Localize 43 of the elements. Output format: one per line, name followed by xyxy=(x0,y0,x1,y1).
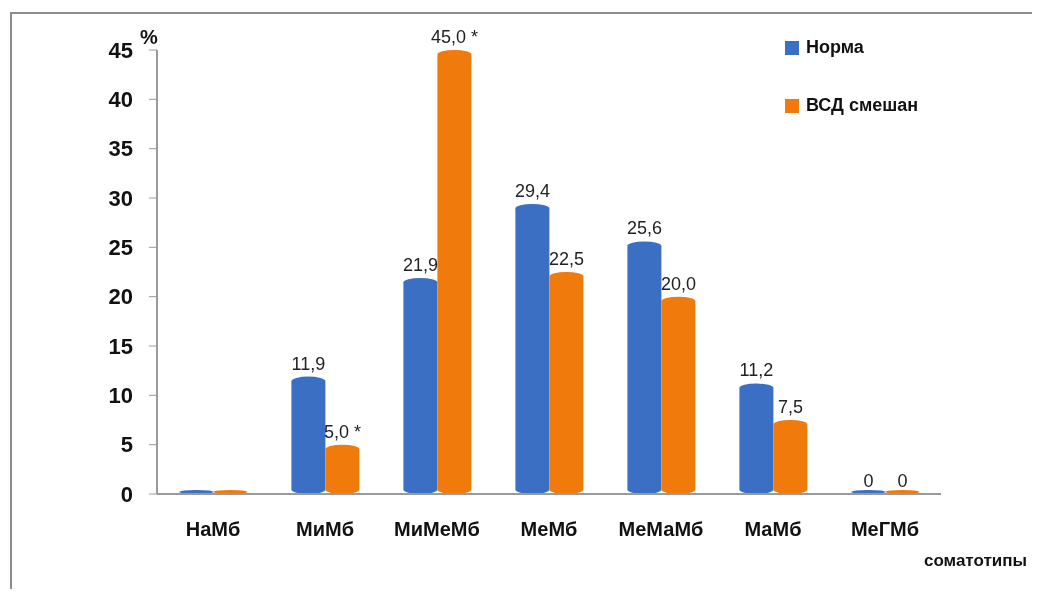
bar xyxy=(291,376,326,494)
y-tick-label: 10 xyxy=(108,383,133,409)
y-tick-label: 20 xyxy=(108,284,133,310)
x-tick-label: МеМаМб xyxy=(618,518,704,541)
bar xyxy=(549,272,584,494)
bar xyxy=(515,203,550,494)
x-tick-label: МеМб xyxy=(520,518,578,541)
bar xyxy=(739,383,774,494)
x-tick-label: МиМб xyxy=(296,518,354,541)
bar xyxy=(773,420,808,494)
bar xyxy=(661,296,696,494)
data-label: 0 xyxy=(897,471,908,491)
y-tick-label: 25 xyxy=(108,235,133,261)
x-axis-title: соматотипы xyxy=(923,551,1027,570)
y-axis-title: % xyxy=(140,26,159,48)
data-label: 20,0 xyxy=(660,273,696,294)
data-label: 22,5 xyxy=(548,249,584,269)
legend-label: ВСД смешан xyxy=(806,95,919,116)
y-tick-label: 0 xyxy=(120,481,133,507)
bar xyxy=(403,277,438,494)
y-tick-label: 40 xyxy=(108,87,133,113)
y-tick-label: 5 xyxy=(120,432,133,458)
legend-label: Норма xyxy=(806,37,864,58)
data-label: 29,4 xyxy=(514,180,550,201)
y-tick-label: 30 xyxy=(108,185,133,211)
bar xyxy=(437,50,472,494)
data-label: 45,0 * xyxy=(430,27,478,47)
data-label: 11,9 xyxy=(291,353,326,374)
data-label: 7,5 xyxy=(777,397,803,417)
y-tick-label: 15 xyxy=(108,333,133,359)
x-tick-label: МаМб xyxy=(744,518,802,541)
bar xyxy=(325,444,360,494)
bar xyxy=(627,241,662,494)
data-label: 25,6 xyxy=(626,218,662,239)
x-tick-label: НаМб xyxy=(185,518,241,541)
y-tick-label: 35 xyxy=(108,136,133,162)
data-label: 21,9 xyxy=(402,254,438,275)
data-label: 0 xyxy=(863,471,874,491)
y-tick-label: 45 xyxy=(108,37,133,63)
data-label: 11,2 xyxy=(739,360,774,381)
x-tick-label: МеГМб xyxy=(850,518,920,541)
x-tick-label: МиМеМб xyxy=(394,518,480,541)
data-label: 5,0 * xyxy=(323,421,361,442)
